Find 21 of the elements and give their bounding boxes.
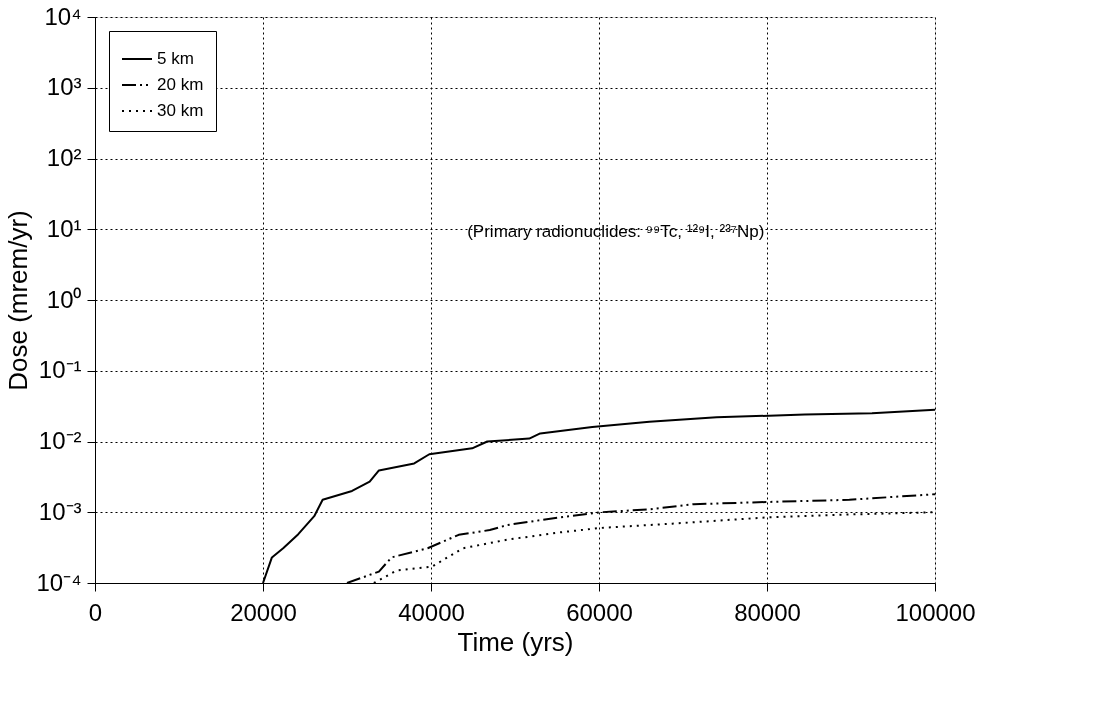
y-tick-label: 10³: [46, 73, 82, 101]
legend-label: 20 km: [157, 75, 204, 94]
y-tick-label: 10⁰: [46, 285, 82, 313]
y-tick-label: 10¹: [46, 214, 82, 242]
y-tick-label: 10⁻²: [38, 427, 82, 454]
y-tick-label: 10⁻⁴: [36, 568, 82, 596]
legend-label: 30 km: [157, 101, 204, 120]
y-tick-label: 10⁻³: [38, 497, 82, 525]
x-tick-label: 100000: [895, 598, 976, 626]
x-tick-label: 20000: [230, 598, 297, 626]
x-tick-label: 0: [88, 598, 103, 626]
y-tick-label: 10⁴: [44, 2, 82, 30]
legend-label: 5 km: [157, 49, 194, 68]
y-tick-label: 10²: [46, 144, 82, 171]
x-tick-label: 40000: [398, 598, 465, 626]
x-tick-label: 60000: [566, 598, 633, 626]
x-axis-title: Time (yrs): [457, 626, 574, 657]
x-tick-label: 80000: [734, 598, 801, 626]
y-tick-label: 10⁻¹: [38, 356, 82, 384]
annotation: (Primary radionuclides: ⁹⁹Tc, ¹²⁹I, ²³⁷Np): [467, 222, 765, 242]
y-axis-title: Dose (mrem/yr): [3, 210, 34, 391]
